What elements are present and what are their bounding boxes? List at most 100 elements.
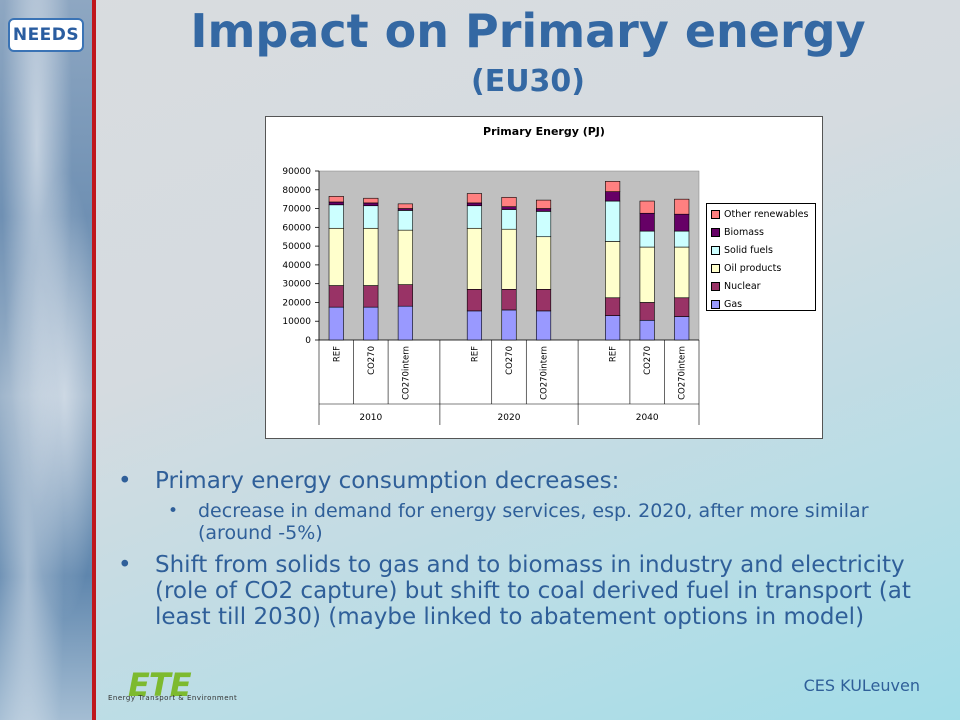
bar-segment [535,208,552,212]
red-divider-line [92,0,96,720]
legend-swatch [711,209,720,219]
legend-item: Biomass [711,223,811,241]
bar-segment [501,209,517,230]
legend-label: Other renewables [724,208,809,220]
bar-segment [397,210,413,231]
bar-segment [535,310,552,341]
footer-credit: CES KULeuven [803,676,920,695]
legend-label: Gas [724,298,743,310]
bar-segment [639,319,655,341]
bar-segment [466,227,483,290]
bar-segment [605,297,621,316]
bar-segment [674,230,690,248]
bar-segment [328,196,344,203]
y-tick-label: 80000 [282,186,311,196]
legend-swatch [711,299,720,309]
y-tick-label: 0 [305,336,311,346]
bar-segment [466,202,483,207]
legend-label: Solid fuels [724,244,773,256]
bar-segment [363,306,379,341]
chart-plot: 0 10000 20000 30000 40000 50000 60000 70000 8000… [282,167,700,425]
page-title: Impact on Primary energy [190,4,866,58]
bar-segment [466,310,483,341]
bar-segment [397,305,413,341]
legend-item: Solid fuels [711,241,811,259]
bar-segment [328,201,344,206]
bar-segment [466,289,483,312]
bar-segment [363,205,379,229]
x-tick-label: REF [470,346,480,362]
bar-segment [501,206,517,210]
x-tick-label: CO270 [505,346,515,375]
legend-item: Gas [711,295,811,313]
bar-segment [639,212,655,232]
x-tick-label: CO270 [367,346,377,375]
legend-swatch [711,263,720,273]
x-tick-label: CO270intern [401,346,411,400]
bar-segment [605,181,621,192]
bar-segment [328,227,344,286]
legend-item: Oil products [711,259,811,277]
bar-segment [639,230,655,248]
y-tick-label: 50000 [282,242,311,252]
bar-segment [605,191,621,202]
bar-segment [674,213,690,232]
legend-label: Nuclear [724,280,761,292]
bar-segment [501,289,517,311]
x-tick-label: CO270intern [540,346,550,400]
legend-swatch [711,245,720,255]
x-tick-label: REF [609,346,619,362]
page-subtitle: (EU30) [470,64,586,99]
bar-segment [363,227,379,286]
bar-segment [501,309,517,341]
legend-swatch [711,281,720,291]
bar-segment [466,193,483,204]
bar-segment [501,228,517,290]
y-tick-label: 90000 [282,167,311,177]
legend-swatch [711,227,720,237]
bar-segment [328,204,344,229]
bar-segment [605,241,621,299]
ete-logo-caption: Energy Transport & Environment [108,694,238,702]
bar-segment [639,302,655,321]
y-tick-label: 30000 [282,280,311,290]
decorative-side-strip [0,0,92,720]
bullet-primary-energy: Primary energy consumption decreases: [118,468,918,494]
chart-title: Primary Energy (PJ) [483,125,605,138]
y-tick-label: 60000 [282,223,311,233]
legend-item: Nuclear [711,277,811,295]
ete-logo: ETE Energy Transport & Environment [108,666,237,710]
x-group-label: 2020 [498,413,521,423]
legend-label: Biomass [724,226,764,238]
primary-energy-chart: Primary Energy (PJ) 0 10000 20000 30000 4000… [265,116,823,439]
ete-logo-mark: ETE [128,666,192,704]
bar-segment [535,236,552,290]
bar-segment [674,297,690,317]
x-group-label: 2010 [359,413,382,423]
bar-segment [639,246,655,303]
bar-segment [397,229,413,285]
bar-segment [397,203,413,209]
bar-segment [535,211,552,238]
needs-logo-text: NEEDS [12,25,80,45]
bullet-shift: Shift from solids to gas and to biomass … [118,552,918,630]
needs-logo: NEEDS [8,18,84,52]
bar-segment [328,285,344,308]
y-tick-label: 40000 [282,261,311,271]
bar-segment [466,205,483,229]
sub-bullet-demand: decrease in demand for energy services, … [118,500,918,544]
bar-segment [363,285,379,308]
legend-item: Other renewables [711,205,811,223]
bar-segment [674,316,690,341]
bullet-list: Primary energy consumption decreases: de… [118,468,918,636]
x-tick-label: CO270intern [678,346,688,400]
bar-segment [535,289,552,312]
x-group-label: 2040 [636,413,659,423]
bar-segment [501,196,517,207]
bar-segment [605,315,621,341]
bar-segment [363,197,379,204]
bar-segment [363,202,379,207]
y-tick-label: 10000 [282,317,311,327]
chart-legend: Other renewables Biomass Solid fuels Oil pr… [706,203,816,311]
bar-segment [674,246,690,299]
